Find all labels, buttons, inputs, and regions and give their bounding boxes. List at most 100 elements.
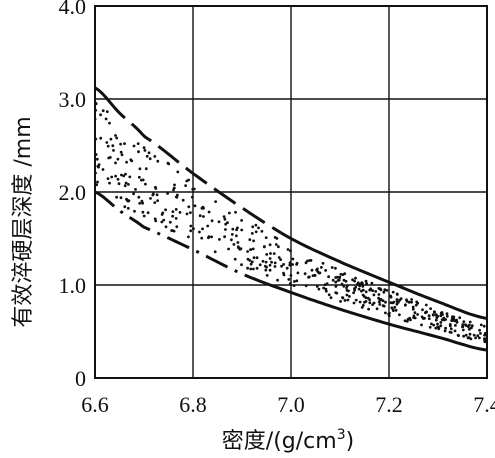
band-dot <box>391 308 395 311</box>
band-dot <box>155 193 159 197</box>
band-dot <box>403 319 407 323</box>
band-dot <box>395 292 399 296</box>
band-dot <box>391 290 395 294</box>
band-dot <box>277 256 281 259</box>
band-dot <box>458 316 462 320</box>
band-dot <box>230 238 233 242</box>
band-dot <box>107 156 111 160</box>
band-dot <box>236 226 239 230</box>
band-dot <box>282 263 285 266</box>
band-dot <box>110 175 114 179</box>
band-dot <box>331 278 335 282</box>
band-dot <box>472 333 476 337</box>
x-tick-label-1: 6.8 <box>179 392 207 417</box>
band-dot <box>261 259 265 263</box>
band-dot <box>174 217 178 220</box>
band-dot <box>240 263 243 267</box>
band-dot <box>412 314 416 318</box>
upper-bound-solid <box>280 231 487 320</box>
band-dot <box>361 285 365 288</box>
band-dot <box>237 246 241 250</box>
band-dot <box>430 322 433 326</box>
band-dot <box>154 187 158 190</box>
band-dot <box>329 296 333 300</box>
band-dot <box>105 141 109 144</box>
band-dot <box>96 180 99 184</box>
band-dot <box>246 250 250 253</box>
band-dot <box>370 281 374 285</box>
band-dot <box>375 307 379 311</box>
band-dot <box>453 319 456 323</box>
band-dot <box>464 333 468 337</box>
band-dot <box>285 266 289 270</box>
band-dot <box>395 298 399 301</box>
y-tick-label-0: 0 <box>75 366 86 391</box>
band-dot <box>213 250 217 254</box>
x-tick-label-2: 7.0 <box>277 392 305 417</box>
band-dot <box>268 263 272 267</box>
x-axis-label: 密度/(g/cm3) <box>222 427 354 454</box>
band-dot <box>315 285 319 288</box>
band-dot <box>311 274 315 277</box>
band-dot <box>293 280 296 283</box>
band-dot <box>394 308 398 312</box>
band-dot <box>119 142 122 146</box>
band-dot <box>189 229 193 233</box>
band-dot <box>389 294 392 298</box>
band-dot <box>273 265 277 268</box>
band-dot <box>461 328 465 332</box>
band-dot <box>206 224 210 228</box>
band-dot <box>462 334 465 338</box>
band-dot <box>187 235 190 239</box>
band-dot <box>112 149 115 152</box>
band-dot <box>451 316 454 319</box>
band-dot <box>303 272 307 276</box>
band-dot <box>273 236 277 239</box>
band-dot <box>202 215 205 218</box>
band-dot <box>144 182 147 186</box>
band-dot <box>95 157 99 161</box>
band-dot <box>444 326 447 330</box>
band-dot <box>207 210 211 214</box>
band-dot <box>364 300 368 303</box>
band-dot <box>276 278 279 282</box>
plot-frame <box>94 5 488 379</box>
band-dot <box>352 291 355 295</box>
band-dot <box>255 266 259 270</box>
band-dot <box>108 121 111 125</box>
band-dot <box>142 146 146 150</box>
band-dot <box>368 301 372 305</box>
y-tick-label-1: 1.0 <box>59 273 87 298</box>
band-dot <box>114 174 117 178</box>
band-dot <box>405 299 409 303</box>
band-dot <box>269 252 272 255</box>
upper-bound-dashed <box>106 97 282 235</box>
band-dot <box>251 225 255 229</box>
band-dot <box>354 285 358 289</box>
band-dot <box>136 142 140 146</box>
band-dot <box>304 284 308 288</box>
band-dot <box>176 170 180 174</box>
band-dot <box>445 314 449 318</box>
band-dot <box>427 314 431 318</box>
band-dot <box>138 167 142 171</box>
band-dot <box>470 326 473 330</box>
band-dot <box>296 271 300 275</box>
band-dot <box>109 137 113 141</box>
band-dot <box>140 178 143 182</box>
band-dot <box>436 325 440 329</box>
band-dot <box>345 289 349 292</box>
band-dot <box>152 192 155 196</box>
band-dot <box>364 290 368 294</box>
band-dot <box>198 214 202 218</box>
band-dot <box>382 290 386 294</box>
band-dot <box>448 324 452 328</box>
band-dot <box>280 264 283 268</box>
band-dot <box>201 227 204 231</box>
band-dot <box>145 154 149 158</box>
band-dot <box>104 117 108 121</box>
band-dot <box>428 325 432 329</box>
band-dot <box>453 329 457 333</box>
band-dot <box>160 213 164 216</box>
band-dot <box>327 293 331 297</box>
